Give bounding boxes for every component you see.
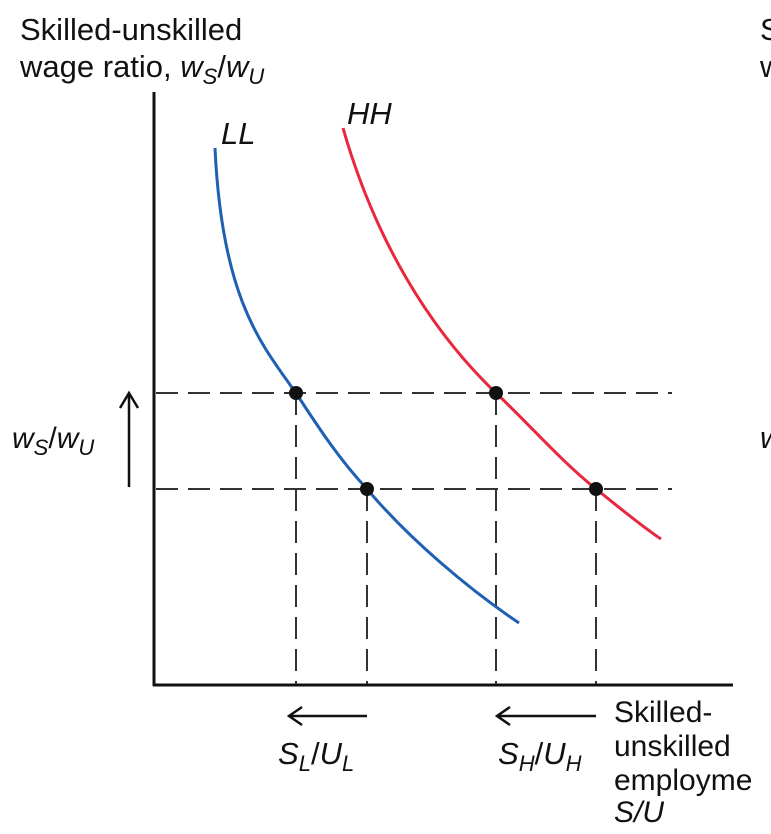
- left-arrow-icon: [286, 705, 367, 727]
- dashed-guides: [156, 392, 672, 684]
- y-axis-title-line2: wage ratio, wS/wU: [19, 49, 264, 89]
- up-arrow-icon: [118, 390, 140, 487]
- x-axis-title-line3: employme: [614, 764, 752, 797]
- point-ll-lower: [360, 482, 374, 496]
- hh-curve: [341, 127, 662, 541]
- wage-ratio-shift-label: wS/wU: [12, 422, 94, 460]
- x-axis-title-line4: S/U: [614, 796, 664, 829]
- hh-curve-label: HH: [347, 96, 392, 131]
- equilibrium-points: [289, 386, 603, 496]
- x-axis-title-line2: unskilled: [614, 730, 731, 763]
- point-hh-upper: [489, 386, 503, 400]
- clipped-right-char-1: S: [760, 12, 771, 47]
- left-arrow-icon: [494, 705, 596, 727]
- y-axis-title-line1: Skilled-unskilled: [20, 12, 242, 47]
- ll-curve-label: LL: [221, 116, 255, 151]
- point-ll-upper: [289, 386, 303, 400]
- clipped-right-char-2: w: [759, 49, 771, 84]
- x-axis-title-line1: Skilled-: [614, 696, 712, 729]
- ll-curve: [213, 147, 520, 625]
- x-tick-label-sl-ul: SL/UL: [278, 736, 354, 776]
- x-tick-label-sh-uh: SH/UH: [498, 736, 582, 776]
- clipped-right-char-3: w: [760, 420, 771, 455]
- point-hh-lower: [589, 482, 603, 496]
